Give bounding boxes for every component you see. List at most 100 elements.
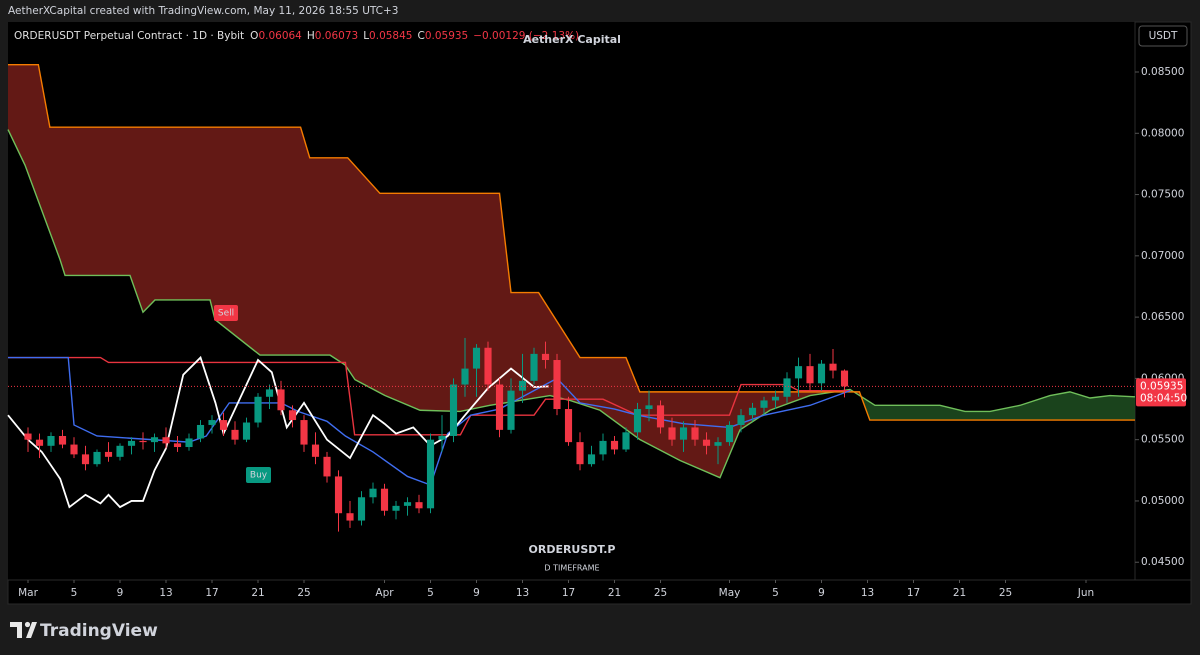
y-tick-label: 0.07000 (1141, 250, 1184, 262)
candle-body (449, 384, 458, 436)
currency[interactable]: USDT (1149, 30, 1178, 42)
x-tick-label: 5 (71, 587, 78, 599)
ohlc-label: C (417, 30, 424, 42)
candle-body (70, 444, 78, 455)
candle-body (231, 429, 239, 440)
candle-body (173, 443, 182, 448)
price-axis (1134, 21, 1192, 581)
candle-body (300, 420, 308, 445)
candle-body (219, 420, 228, 430)
sell-signal (214, 305, 238, 321)
candle-body (760, 400, 768, 408)
y-tick-label: 0.05000 (1141, 495, 1184, 507)
plot-area (8, 22, 1135, 580)
symbol-title: ORDERUSDT Perpetual Contract · 1D · Bybi… (14, 30, 244, 42)
candle-body (806, 366, 814, 384)
x-tick-label: 9 (473, 587, 480, 599)
candle-body (829, 363, 837, 371)
candle-body (403, 502, 412, 506)
candle-body (622, 432, 630, 450)
candle-body (277, 389, 285, 411)
candle-body (794, 366, 803, 379)
y-tick-label: 0.08000 (1141, 127, 1184, 139)
candle-body (725, 424, 734, 443)
currency-box[interactable] (1138, 25, 1188, 47)
candle-body (35, 439, 44, 446)
x-tick-label: 17 (205, 587, 218, 599)
candle-body (817, 363, 826, 384)
ohlc-label: H (307, 30, 315, 42)
candle-body (139, 440, 147, 443)
x-tick-label: 9 (117, 587, 124, 599)
candle-body (334, 476, 343, 514)
candle-body (58, 435, 67, 445)
candle-body (242, 422, 251, 440)
candle-body (346, 513, 354, 521)
candle-body (656, 405, 665, 428)
x-tick-label: 25 (999, 587, 1012, 599)
candle-body (737, 415, 745, 425)
candle-body (645, 405, 653, 410)
logo-dot (24, 621, 31, 628)
countdown: 08:04:50 (1140, 392, 1187, 404)
brand-logo: TradingView (10, 621, 158, 641)
time-axis (7, 579, 1192, 605)
buy-label: Buy (250, 471, 268, 481)
candle-body (518, 380, 527, 391)
buy-signal (246, 467, 271, 483)
candle-body (288, 410, 297, 421)
candle-body (127, 440, 136, 446)
x-tick-label: 21 (608, 587, 621, 599)
candle-body (116, 445, 124, 457)
candle-body (633, 409, 642, 433)
candle-body (691, 427, 699, 440)
candle-body (311, 444, 320, 457)
candle-body (564, 409, 573, 443)
x-tick-label: 13 (861, 587, 874, 599)
candle-body (438, 435, 446, 440)
page-title: AetherXCapital created with TradingView.… (8, 5, 398, 17)
watermark: AetherX Capital (523, 33, 621, 46)
lagging-span (7, 355, 549, 509)
candle-body (771, 396, 780, 401)
candle-body (81, 454, 90, 465)
candle-body (265, 389, 274, 397)
candle-body (461, 368, 469, 385)
leading-span-b (8, 63, 1135, 421)
change: −0.00129 (−2.13%) (473, 30, 579, 42)
candle-body (196, 424, 205, 439)
candle-body (415, 502, 423, 509)
x-tick-label: 25 (297, 587, 310, 599)
last-price-box (1136, 378, 1186, 407)
ohlc-value: 0.05845 (369, 30, 412, 42)
ohlc-label: O (250, 30, 258, 42)
candle-body (93, 451, 101, 465)
cloud-fill (8, 64, 835, 478)
candle-body (484, 347, 492, 385)
x-tick-label: May (719, 587, 741, 599)
x-tick-label: Apr (375, 587, 394, 599)
x-tick-label: 25 (654, 587, 667, 599)
candle-body (610, 440, 619, 450)
candle-body (587, 454, 596, 465)
candle-body (185, 438, 193, 448)
sell-label: Sell (218, 309, 234, 319)
x-tick-label: 9 (818, 587, 825, 599)
candle-body (104, 451, 113, 457)
candle-body (47, 435, 55, 446)
candle-body (679, 427, 688, 440)
candle-body (254, 396, 262, 423)
brand-name: TradingView (40, 621, 158, 641)
ohlc-value: 0.06073 (315, 30, 358, 42)
candle-body (150, 437, 159, 443)
candle-body (748, 407, 757, 416)
ohlc-label: L (363, 30, 369, 42)
candle-body (323, 456, 331, 477)
base-line (8, 356, 851, 436)
x-tick-label: Mar (18, 587, 38, 599)
candle-body (426, 439, 435, 509)
candle-body (369, 488, 377, 498)
x-tick-label: 17 (562, 587, 575, 599)
